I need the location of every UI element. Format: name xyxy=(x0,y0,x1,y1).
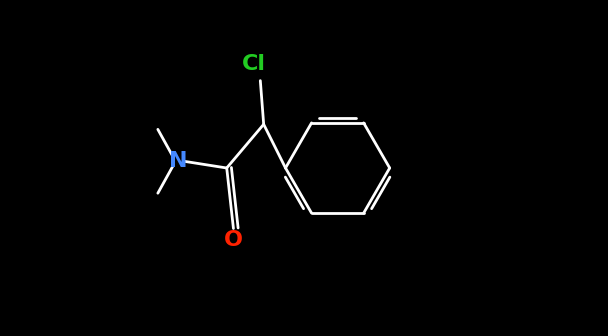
Text: N: N xyxy=(169,151,187,171)
Text: O: O xyxy=(224,230,243,250)
Text: Cl: Cl xyxy=(241,54,266,74)
